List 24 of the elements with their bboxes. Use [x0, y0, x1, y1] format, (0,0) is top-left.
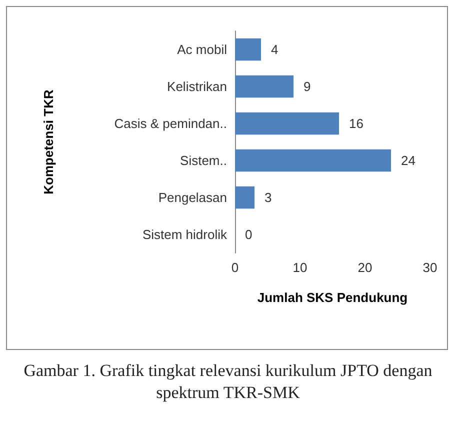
y-tick-label: Sistem hidrolik [142, 227, 228, 242]
data-label: 0 [245, 227, 252, 242]
data-label: 9 [304, 79, 311, 94]
bar [235, 38, 261, 61]
x-axis-title: Jumlah SKS Pendukung [257, 290, 408, 305]
bar [235, 75, 294, 98]
y-tick-label: Casis & pemindan.. [114, 116, 227, 131]
y-tick-label: Kelistrikan [167, 79, 227, 94]
data-label: 4 [271, 42, 278, 57]
text: Gambar 1. Grafik tingkat relevansi kurikulum JPTO dengan spektrum TKR-SMK [22, 360, 434, 404]
y-axis-title: Kompetensi TKR [41, 89, 56, 194]
y-tick-label: Sistem.. [180, 153, 227, 168]
data-label: 24 [401, 153, 416, 168]
x-tick-label: 10 [292, 260, 308, 275]
x-tick-label: 20 [358, 260, 372, 275]
y-tick-label: Pengelasan [158, 190, 227, 205]
bar [235, 149, 391, 172]
y-tick-label: Ac mobil [177, 42, 228, 57]
data-label: 3 [264, 190, 272, 205]
x-tick-label: 30 [422, 260, 438, 275]
bar [235, 186, 254, 209]
bar [235, 112, 339, 135]
data-label: 16 [349, 116, 364, 131]
x-tick-label: 0 [231, 260, 239, 275]
